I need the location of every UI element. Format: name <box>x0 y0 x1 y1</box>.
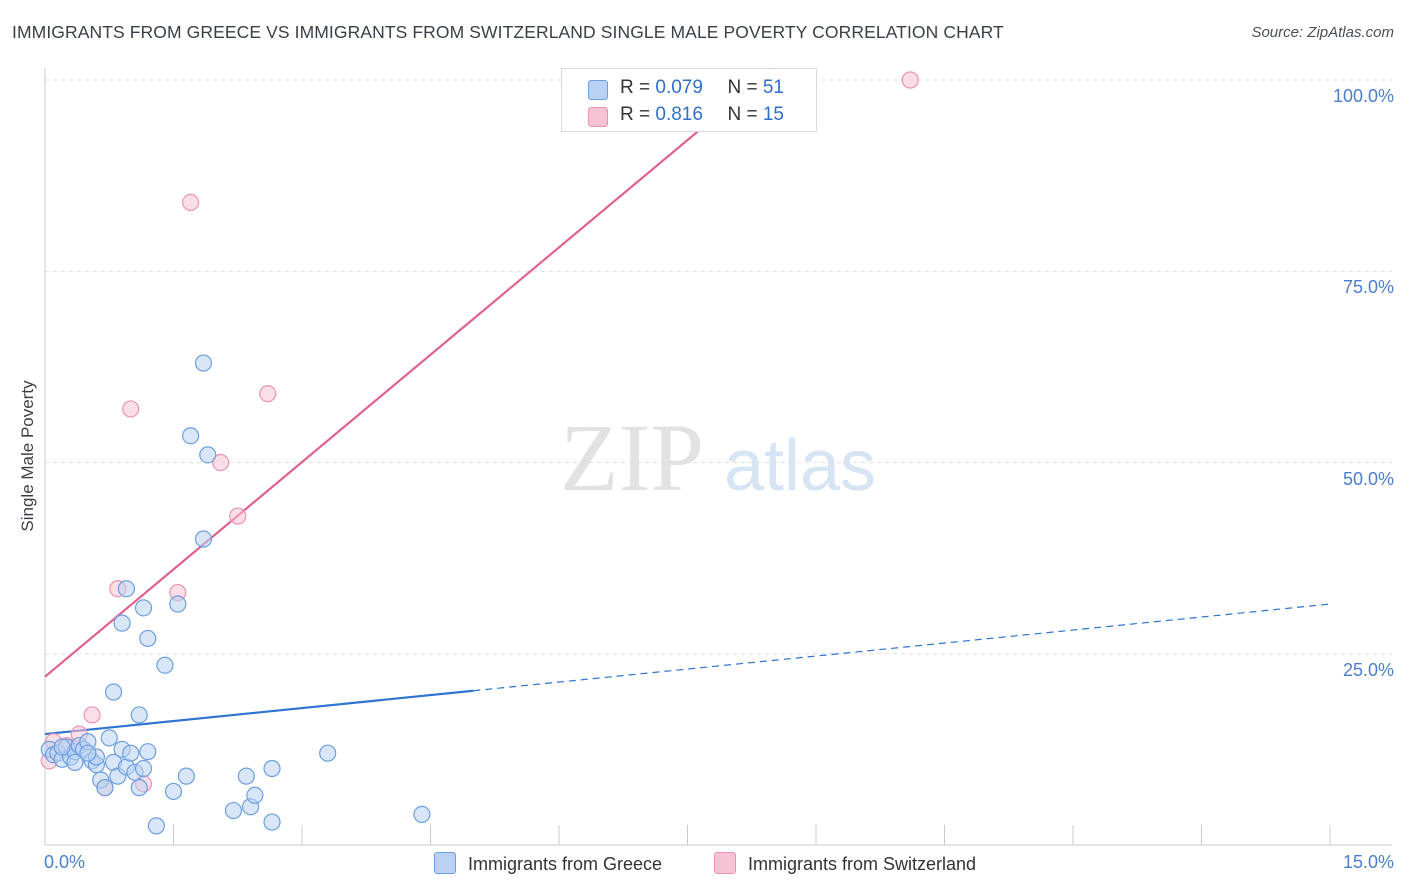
point-switzerland <box>122 400 140 418</box>
point-greece <box>177 767 195 785</box>
legend-r-label: R = <box>620 77 656 98</box>
point-greece <box>224 801 243 820</box>
x-tick-label-max: 15.0% <box>1342 852 1394 872</box>
trend-line-switzerland <box>44 67 774 678</box>
y-axis-label: Single Male Poverty <box>18 380 37 532</box>
point-greece <box>263 813 281 831</box>
legend-swatch-greece <box>588 80 608 100</box>
point-greece <box>122 744 140 762</box>
legend-swatch-switzerland <box>588 107 608 127</box>
watermark-atlas: atlas <box>724 426 876 506</box>
bottom-legend-swatch-switzerland <box>714 852 736 874</box>
point-greece <box>194 530 213 548</box>
point-greece <box>182 427 200 445</box>
point-greece <box>100 729 118 747</box>
point-greece <box>139 743 157 761</box>
point-greece <box>79 744 97 762</box>
bottom-legend-label-greece: Immigrants from Greece <box>468 854 663 874</box>
point-switzerland <box>259 385 277 403</box>
point-greece <box>113 614 131 632</box>
point-greece <box>139 629 157 648</box>
y-tick-label: 25.0% <box>1342 659 1394 680</box>
point-greece <box>156 656 174 674</box>
point-greece <box>164 782 183 801</box>
point-switzerland <box>83 706 101 724</box>
legend-r-value-switzerland: 0.816 <box>655 104 703 125</box>
point-switzerland <box>182 193 200 211</box>
point-greece <box>66 753 84 771</box>
point-greece <box>237 767 255 785</box>
legend-n-label: N = <box>727 104 763 125</box>
bottom-legend-label-switzerland: Immigrants from Switzerland <box>748 854 977 874</box>
watermark-zip: ZIP <box>560 404 704 511</box>
point-greece <box>413 805 431 824</box>
point-greece <box>134 599 153 617</box>
point-greece <box>169 595 187 613</box>
trend-lines <box>44 67 1331 736</box>
point-greece <box>134 759 153 778</box>
data-points <box>40 71 919 835</box>
point-greece <box>53 738 71 756</box>
x-tick-label-min: 0.0% <box>44 852 86 872</box>
legend-n-value-switzerland: 15 <box>762 104 784 125</box>
point-switzerland <box>229 507 247 525</box>
chart-title: IMMIGRANTS FROM GREECE VS IMMIGRANTS FRO… <box>12 22 1004 42</box>
point-greece <box>147 817 165 835</box>
y-tick-label: 100.0% <box>1332 86 1394 106</box>
legend-n-value-greece: 51 <box>762 77 784 98</box>
trend-line-greece <box>44 689 474 736</box>
point-greece <box>104 683 123 701</box>
bottom-legend-greece: Immigrants from Greece <box>434 852 662 875</box>
axes <box>44 68 1392 846</box>
gridlines <box>45 79 1392 655</box>
legend-n-label: N = <box>727 77 763 98</box>
legend: R = 0.079 N = 51 R = 0.816 N = 15 <box>561 68 817 132</box>
point-greece <box>117 580 135 598</box>
point-greece <box>263 759 281 778</box>
point-greece <box>319 744 337 762</box>
point-greece <box>96 779 114 797</box>
legend-r-label: R = <box>620 104 656 125</box>
point-switzerland <box>901 71 919 89</box>
legend-r-value-greece: 0.079 <box>655 77 703 98</box>
watermark: ZIP atlas <box>560 404 876 511</box>
point-switzerland <box>212 453 230 472</box>
point-greece <box>199 446 217 464</box>
trend-line-greece-extension <box>473 603 1331 692</box>
bottom-legend-swatch-greece <box>434 852 456 874</box>
point-greece <box>130 779 148 797</box>
y-tick-label: 75.0% <box>1342 277 1394 298</box>
point-greece <box>246 786 264 804</box>
source-label: Source: ZipAtlas.com <box>1251 24 1394 41</box>
point-greece <box>130 706 148 724</box>
y-tick-label: 50.0% <box>1342 468 1394 489</box>
bottom-legend-switzerland: Immigrants from Switzerland <box>714 852 976 875</box>
point-greece <box>194 354 213 372</box>
